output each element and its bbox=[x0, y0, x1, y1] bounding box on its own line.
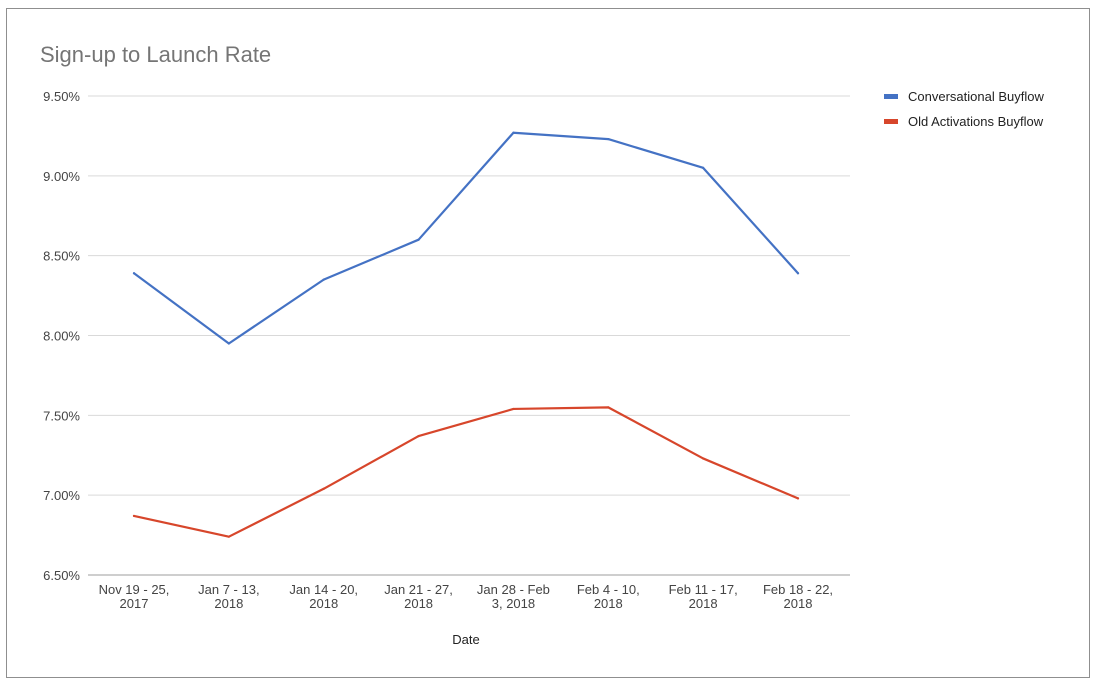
legend-swatch bbox=[884, 119, 898, 124]
data-point bbox=[132, 514, 136, 518]
y-tick-label: 9.50% bbox=[43, 89, 80, 104]
data-point bbox=[417, 238, 420, 241]
series-line-1 bbox=[132, 131, 800, 345]
data-point bbox=[607, 138, 610, 141]
legend-swatch bbox=[884, 94, 898, 99]
legend-label: Conversational Buyflow bbox=[908, 89, 1044, 104]
data-point bbox=[227, 342, 230, 345]
x-tick-label: Jan 21 - 27, 2018 bbox=[384, 582, 453, 611]
legend: Conversational Buyflow Old Activations Bu… bbox=[884, 89, 1044, 129]
y-tick-label: 7.50% bbox=[43, 408, 80, 423]
x-tick-label: Nov 19 - 25, 2017 bbox=[99, 582, 170, 611]
x-tick-label: Feb 11 - 17, 2018 bbox=[669, 582, 738, 611]
chart-frame bbox=[6, 8, 1090, 678]
x-tick-label: Jan 7 - 13, 2018 bbox=[198, 582, 259, 611]
y-tick-label: 8.00% bbox=[43, 329, 80, 344]
data-point bbox=[796, 272, 800, 275]
data-point bbox=[132, 272, 136, 275]
data-point bbox=[417, 434, 420, 438]
data-point bbox=[702, 166, 705, 169]
data-point bbox=[702, 457, 705, 460]
data-point bbox=[512, 407, 515, 411]
x-tick-label: Feb 18 - 22, 2018 bbox=[763, 582, 833, 611]
data-point bbox=[796, 497, 800, 500]
data-point bbox=[607, 406, 610, 409]
legend-label: Old Activations Buyflow bbox=[908, 114, 1044, 129]
x-axis-title: Date bbox=[452, 632, 479, 647]
data-point bbox=[322, 487, 325, 490]
x-tick-label: Feb 4 - 10, 2018 bbox=[577, 582, 640, 611]
gridlines bbox=[88, 95, 850, 576]
x-tick-label: Jan 28 - Feb 3, 2018 bbox=[477, 582, 550, 611]
y-tick-label: 9.00% bbox=[43, 169, 80, 184]
x-tick-label: Jan 14 - 20, 2018 bbox=[289, 582, 358, 611]
x-axis-tick-labels: Nov 19 - 25, 2017 Jan 7 - 13, 2018 Jan 14 - … bbox=[99, 582, 833, 611]
series-line-2 bbox=[132, 406, 800, 538]
y-axis-tick-labels: 9.50% 9.00% 8.50% 8.00% 7.50% 7.00% 6.50% bbox=[43, 89, 80, 583]
data-point bbox=[512, 131, 515, 134]
chart-title: Sign-up to Launch Rate bbox=[40, 42, 271, 67]
y-tick-label: 7.00% bbox=[43, 488, 80, 503]
data-point bbox=[227, 535, 230, 538]
y-tick-label: 8.50% bbox=[43, 249, 80, 264]
y-tick-label: 6.50% bbox=[43, 568, 80, 583]
series-lines bbox=[132, 131, 800, 538]
data-point bbox=[322, 278, 325, 281]
